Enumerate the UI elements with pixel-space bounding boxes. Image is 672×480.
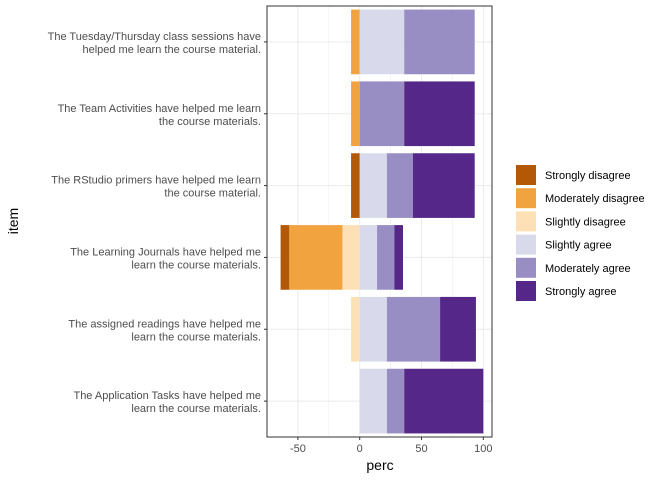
y-category-label-line: the course material. <box>164 188 261 200</box>
y-category-label-0: The Tuesday/Thursday class sessions have… <box>48 31 261 56</box>
x-axis-title: perc <box>366 457 393 473</box>
y-category-label-4: The assigned readings have helped me lear… <box>68 318 261 343</box>
legend-label-2: Slightly disagree <box>545 216 626 228</box>
panel-background <box>267 6 492 437</box>
bar-moderately-agree-0 <box>404 9 475 75</box>
bar-slightly-disagree-3 <box>342 225 360 290</box>
legend-label-0: Strongly disagree <box>545 170 631 182</box>
bars <box>280 9 484 434</box>
legend-label-1: Moderately disagree <box>545 193 645 205</box>
y-category-label-line: The Learning Journals have helped me <box>70 246 261 258</box>
y-category-label-line: The Application Tasks have helped me <box>73 390 261 402</box>
x-tick-label-3: 100 <box>474 443 492 455</box>
y-category-label-line: the course materials. <box>159 116 261 128</box>
bar-strongly-agree-5 <box>404 368 484 434</box>
y-category-label-2: The RStudio primers have helped me learn… <box>51 175 261 200</box>
y-category-label-line: The RStudio primers have helped me learn <box>51 175 261 187</box>
legend-key-2 <box>516 211 536 232</box>
y-category-label-1: The Team Activities have helped me learn… <box>58 103 261 128</box>
bar-strongly-agree-2 <box>412 153 475 218</box>
legend: Strongly disagree Moderately disagree Slig… <box>516 165 645 301</box>
y-category-label-line: The assigned readings have helped me <box>68 318 261 330</box>
bar-moderately-agree-3 <box>377 225 395 290</box>
bar-slightly-agree-3 <box>359 225 378 290</box>
bar-strongly-agree-3 <box>394 225 403 290</box>
bar-moderately-agree-4 <box>386 296 441 362</box>
y-category-label-line: learn the course materials. <box>131 331 261 343</box>
bar-strongly-disagree-2 <box>351 153 360 218</box>
y-category-label-line: learn the course materials. <box>131 259 261 271</box>
y-category-label-5: The Application Tasks have helped me lear… <box>73 390 261 415</box>
bar-strongly-disagree-3 <box>280 225 290 290</box>
y-axis-title: item <box>5 208 21 234</box>
y-category-label-line: The Team Activities have helped me learn <box>58 103 261 115</box>
bar-slightly-agree-5 <box>359 368 387 434</box>
legend-key-1 <box>516 188 536 209</box>
panel-border <box>266 5 493 438</box>
legend-key-3 <box>516 234 536 255</box>
y-axis: The Tuesday/Thursday class sessions have… <box>48 31 267 415</box>
legend-key-5 <box>516 281 536 301</box>
bar-slightly-agree-4 <box>359 296 387 362</box>
bar-strongly-agree-4 <box>440 296 476 362</box>
bar-moderately-disagree-3 <box>289 225 343 290</box>
x-axis: -50 0 50 100 <box>290 437 493 455</box>
legend-label-3: Slightly agree <box>545 240 612 252</box>
y-category-label-line: The Tuesday/Thursday class sessions have <box>48 31 261 43</box>
bar-moderately-agree-2 <box>386 153 413 218</box>
bar-moderately-agree-5 <box>386 368 405 434</box>
x-tick-label-1: 0 <box>357 443 363 455</box>
bar-moderately-agree-1 <box>359 81 405 147</box>
bar-slightly-agree-0 <box>359 9 405 75</box>
legend-label-4: Moderately agree <box>545 263 631 275</box>
bar-strongly-agree-1 <box>404 81 475 147</box>
bar-slightly-disagree-4 <box>351 296 360 362</box>
x-tick-label-0: -50 <box>290 443 306 455</box>
legend-key-4 <box>516 257 536 278</box>
bar-moderately-disagree-0 <box>351 9 360 75</box>
x-tick-label-2: 50 <box>415 443 427 455</box>
legend-key-0 <box>516 165 536 185</box>
bar-moderately-disagree-1 <box>351 81 360 147</box>
y-category-label-line: helped me learn the course material. <box>82 44 261 56</box>
y-category-label-line: learn the course materials. <box>131 403 261 415</box>
bar-slightly-agree-2 <box>359 153 387 218</box>
y-category-label-3: The Learning Journals have helped me lear… <box>70 246 261 271</box>
legend-label-5: Strongly agree <box>545 286 617 298</box>
